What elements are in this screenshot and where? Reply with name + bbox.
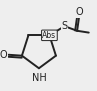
Text: S: S bbox=[62, 21, 68, 31]
Text: O: O bbox=[75, 7, 83, 17]
Text: O: O bbox=[0, 50, 8, 60]
Text: NH: NH bbox=[32, 73, 47, 83]
Text: Abs: Abs bbox=[42, 31, 56, 40]
